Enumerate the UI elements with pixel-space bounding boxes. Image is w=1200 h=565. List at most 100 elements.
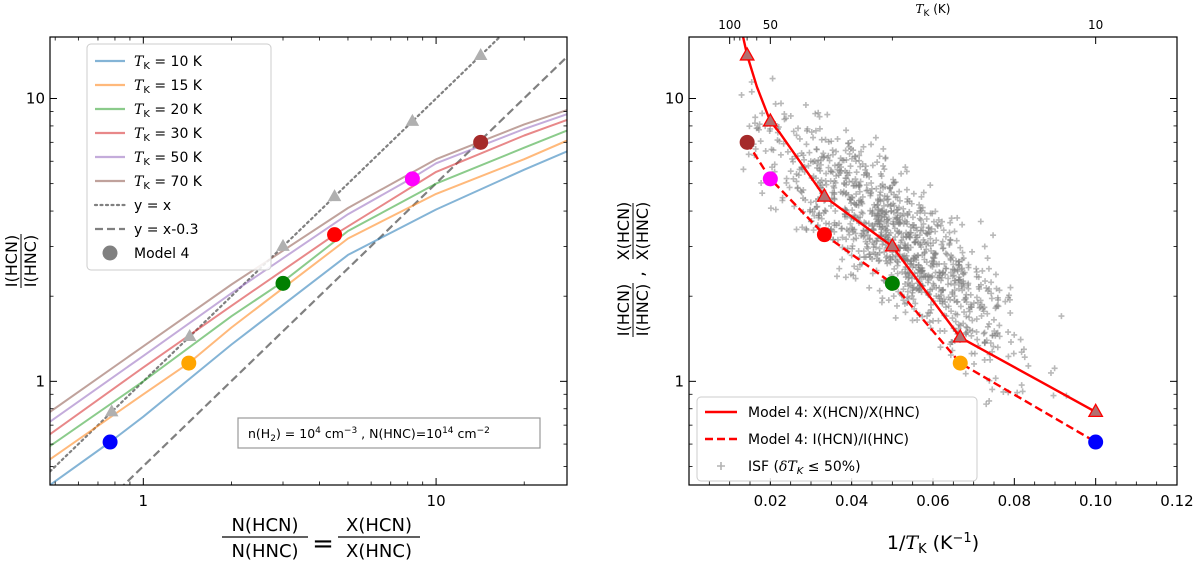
isf-scatter-point bbox=[924, 279, 931, 286]
isf-scatter-point bbox=[930, 261, 937, 268]
isf-scatter-point bbox=[838, 225, 845, 232]
isf-scatter-point bbox=[810, 134, 817, 141]
triangle-marker bbox=[1087, 403, 1104, 418]
right-chart-panel: 0.02 0.04 0.06 0.08 0.10 0.12 1 10 100 50 10 TK (K)… bbox=[614, 2, 1194, 557]
isf-scatter-point bbox=[831, 228, 838, 235]
isf-scatter-point bbox=[916, 273, 923, 280]
y-label-numerator: X(HCN) bbox=[614, 202, 633, 261]
isf-scatter-point bbox=[948, 215, 955, 222]
legend-label: TK = 20 K bbox=[134, 102, 203, 120]
isf-scatter-point bbox=[969, 317, 976, 324]
isf-scatter-point bbox=[990, 232, 997, 239]
isf-scatter-point bbox=[795, 125, 802, 132]
isf-scatter-point bbox=[962, 370, 969, 377]
isf-scatter-point bbox=[914, 227, 921, 234]
x-label-numerator: N(HCN) bbox=[231, 515, 298, 536]
isf-scatter-point bbox=[963, 323, 970, 330]
isf-scatter-point bbox=[793, 226, 800, 233]
isf-scatter-point bbox=[947, 237, 954, 244]
isf-scatter-point bbox=[923, 216, 930, 223]
isf-scatter-point bbox=[907, 223, 914, 230]
isf-scatter-point bbox=[833, 148, 840, 155]
isf-scatter-point bbox=[885, 297, 892, 304]
annotation-frame bbox=[237, 417, 541, 449]
legend-label: ISF (δTK ≤ 50%) bbox=[748, 459, 861, 477]
isf-scatter-point bbox=[775, 124, 782, 131]
isf-scatter-point bbox=[868, 185, 875, 192]
isf-scatter-point bbox=[984, 323, 991, 330]
isf-scatter-point bbox=[958, 266, 965, 273]
isf-scatter-point bbox=[868, 189, 875, 196]
legend-label: y = x-0.3 bbox=[134, 222, 199, 238]
isf-scatter-point bbox=[843, 175, 850, 182]
isf-scatter-point bbox=[915, 261, 922, 268]
isf-scatter-point bbox=[784, 148, 791, 155]
isf-scatter-point bbox=[930, 218, 937, 225]
isf-scatter-point bbox=[828, 168, 835, 175]
isf-scatter-point bbox=[917, 217, 924, 224]
isf-scatter-point bbox=[985, 265, 992, 272]
isf-scatter-point bbox=[874, 251, 881, 258]
isf-scatter-point bbox=[855, 182, 862, 189]
isf-scatter-point bbox=[902, 280, 909, 287]
isf-scatter-point bbox=[870, 244, 877, 251]
isf-scatter-point bbox=[879, 223, 886, 230]
isf-scatter-point bbox=[800, 195, 807, 202]
isf-scatter-point bbox=[863, 182, 870, 189]
isf-scatter-point bbox=[904, 288, 911, 295]
isf-scatter-point bbox=[928, 225, 935, 232]
isf-scatter-point bbox=[961, 309, 968, 316]
left-x-axis-label: N(HCN) N(HNC) = X(HCN) X(HNC) bbox=[222, 515, 420, 562]
isf-scatter-point bbox=[901, 252, 908, 259]
isf-scatter-point bbox=[875, 206, 882, 213]
isf-scatter-point bbox=[939, 269, 946, 276]
x-tick-label: 0.04 bbox=[835, 492, 868, 510]
right-legend: Model 4: X(HCN)/X(HNC) Model 4: I(HCN)/I(… bbox=[696, 396, 978, 482]
isf-scatter-point bbox=[812, 110, 819, 117]
isf-scatter-point bbox=[920, 227, 927, 234]
isf-scatter-point bbox=[918, 289, 925, 296]
isf-scatter-point bbox=[839, 244, 846, 251]
triangle-marker bbox=[952, 328, 969, 343]
isf-scatter-point bbox=[834, 166, 841, 173]
isf-scatter-point bbox=[790, 175, 797, 182]
isf-scatter-point bbox=[942, 299, 949, 306]
isf-scatter-point bbox=[954, 298, 961, 305]
isf-scatter-point bbox=[992, 305, 999, 312]
isf-scatter-point bbox=[962, 294, 969, 301]
model4-intensity-ratio-line bbox=[746, 141, 1097, 444]
isf-scatter-point bbox=[831, 195, 838, 202]
isf-scatter-point bbox=[781, 111, 788, 118]
isf-scatter-point bbox=[818, 215, 825, 222]
isf-scatter-point bbox=[757, 138, 764, 145]
isf-scatter-point bbox=[939, 287, 946, 294]
y-label-denominator: I(HNC) bbox=[633, 284, 652, 336]
isf-scatter-point bbox=[966, 327, 973, 334]
isf-scatter-point bbox=[842, 213, 849, 220]
isf-scatter-point bbox=[928, 247, 935, 254]
x-label-denominator: X(HNC) bbox=[346, 541, 412, 562]
isf-scatter-point bbox=[790, 158, 797, 165]
isf-scatter-point bbox=[918, 193, 925, 200]
isf-scatter-point bbox=[852, 275, 859, 282]
isf-scatter-point bbox=[803, 226, 810, 233]
isf-scatter-point bbox=[857, 178, 864, 185]
model-point bbox=[275, 275, 291, 291]
isf-scatter-point bbox=[970, 300, 977, 307]
isf-scatter-point bbox=[947, 341, 954, 348]
isf-scatter-point bbox=[1005, 353, 1012, 360]
isf-scatter-point bbox=[948, 280, 955, 287]
legend-label: TK = 10 K bbox=[134, 54, 203, 72]
isf-scatter-point bbox=[909, 214, 916, 221]
isf-scatter-point bbox=[847, 271, 854, 278]
isf-scatter-point bbox=[810, 227, 817, 234]
isf-scatter-point bbox=[872, 204, 879, 211]
isf-scatter-point bbox=[893, 302, 900, 309]
isf-scatter-point bbox=[927, 262, 934, 269]
isf-scatter-point bbox=[951, 267, 958, 274]
isf-scatter-point bbox=[973, 269, 980, 276]
isf-scatter-point bbox=[872, 220, 879, 227]
isf-scatter-point bbox=[799, 224, 806, 231]
isf-scatter-point bbox=[967, 301, 974, 308]
isf-scatter-point bbox=[939, 218, 946, 225]
